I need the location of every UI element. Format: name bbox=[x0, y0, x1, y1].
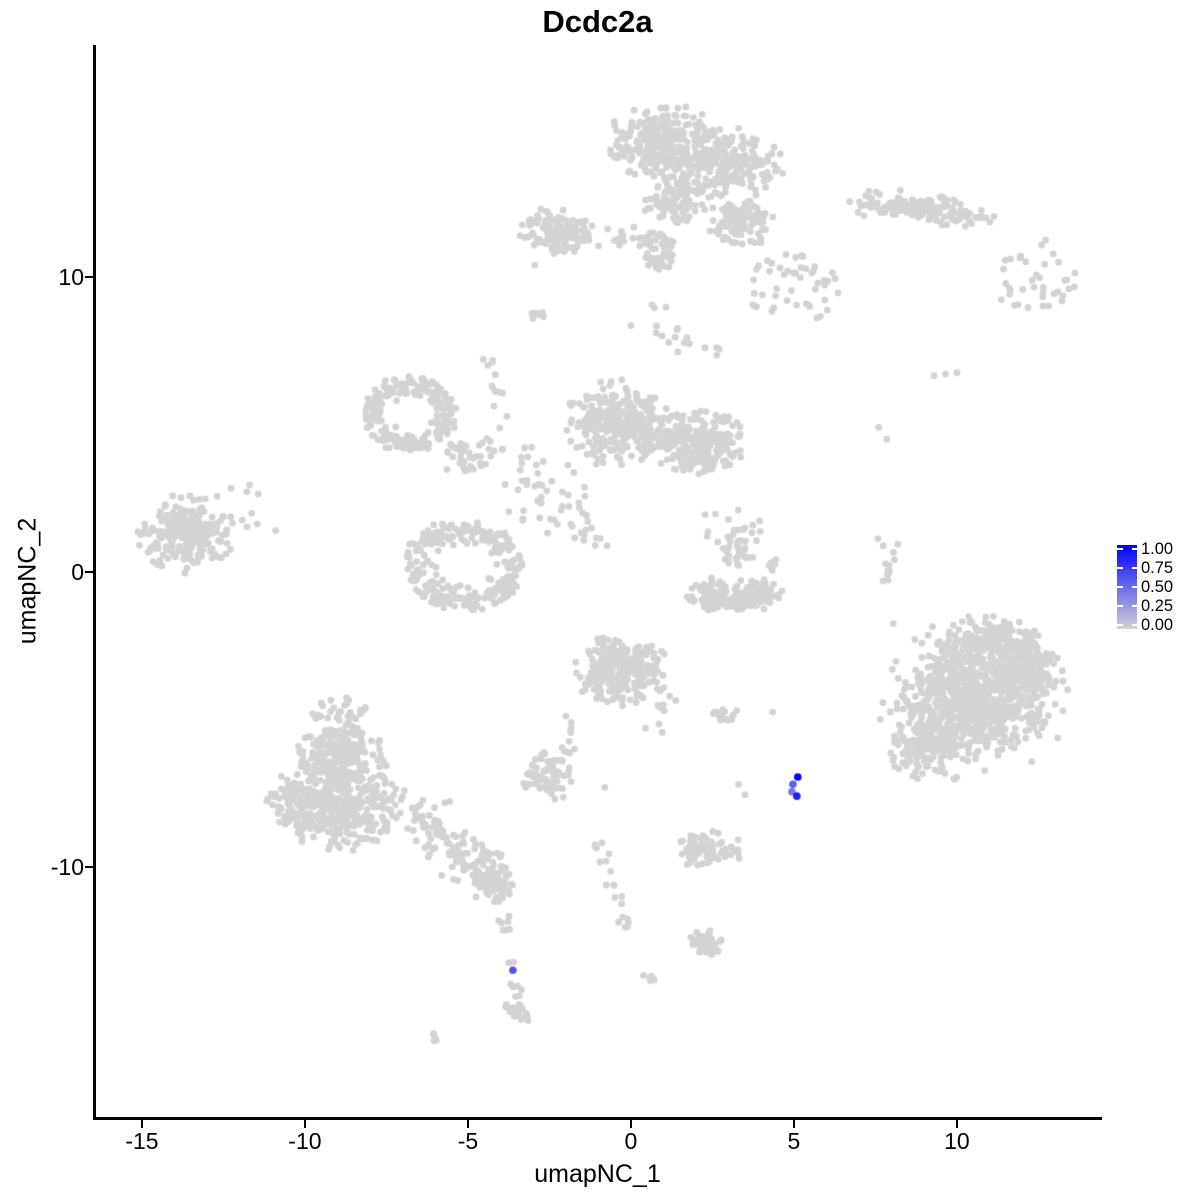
y-tick-mark bbox=[85, 865, 94, 869]
x-tick-mark bbox=[140, 1119, 144, 1128]
legend-tick-mark bbox=[1131, 547, 1137, 551]
x-tick-label: 0 bbox=[624, 1128, 638, 1154]
legend-tick-mark bbox=[1131, 623, 1137, 627]
legend-label: 0.50 bbox=[1141, 577, 1174, 596]
plot-title: Dcdc2a bbox=[542, 4, 653, 39]
x-axis-title: umapNC_1 bbox=[534, 1160, 661, 1188]
legend-tick-mark bbox=[1131, 566, 1137, 570]
x-tick-label: 5 bbox=[787, 1128, 801, 1154]
legend-label: 0.00 bbox=[1141, 615, 1174, 634]
y-tick-mark bbox=[85, 570, 94, 573]
legend-tick-mark bbox=[1117, 623, 1123, 627]
y-tick-mark bbox=[85, 275, 94, 278]
legend-tick-mark bbox=[1117, 585, 1123, 589]
y-axis-title: umapNC_2 bbox=[13, 517, 42, 645]
x-axis-line bbox=[93, 1117, 1102, 1120]
legend-tick-mark bbox=[1131, 585, 1137, 589]
legend-label: 1.00 bbox=[1141, 539, 1174, 558]
x-tick-mark bbox=[629, 1119, 632, 1128]
legend-tick-mark bbox=[1131, 604, 1137, 608]
y-tick-label: 0 bbox=[71, 558, 84, 585]
x-tick-label: -5 bbox=[457, 1128, 479, 1154]
x-tick-label: 10 bbox=[944, 1128, 970, 1154]
x-tick-label: -10 bbox=[288, 1128, 322, 1154]
legend-label: 0.75 bbox=[1141, 558, 1174, 577]
legend-tick-mark bbox=[1117, 566, 1123, 570]
y-tick-label: -10 bbox=[50, 853, 84, 880]
legend-label: 0.25 bbox=[1141, 596, 1174, 615]
y-axis-line bbox=[93, 45, 96, 1120]
legend-tick-mark bbox=[1117, 604, 1123, 608]
x-tick-mark bbox=[303, 1119, 307, 1128]
y-tick-label: 10 bbox=[58, 263, 84, 290]
x-tick-mark bbox=[466, 1119, 469, 1128]
x-tick-mark bbox=[792, 1119, 795, 1128]
x-tick-label: -15 bbox=[125, 1128, 159, 1154]
legend-colorbar bbox=[1117, 545, 1137, 629]
x-tick-mark bbox=[955, 1119, 958, 1128]
legend-tick-mark bbox=[1117, 547, 1123, 551]
